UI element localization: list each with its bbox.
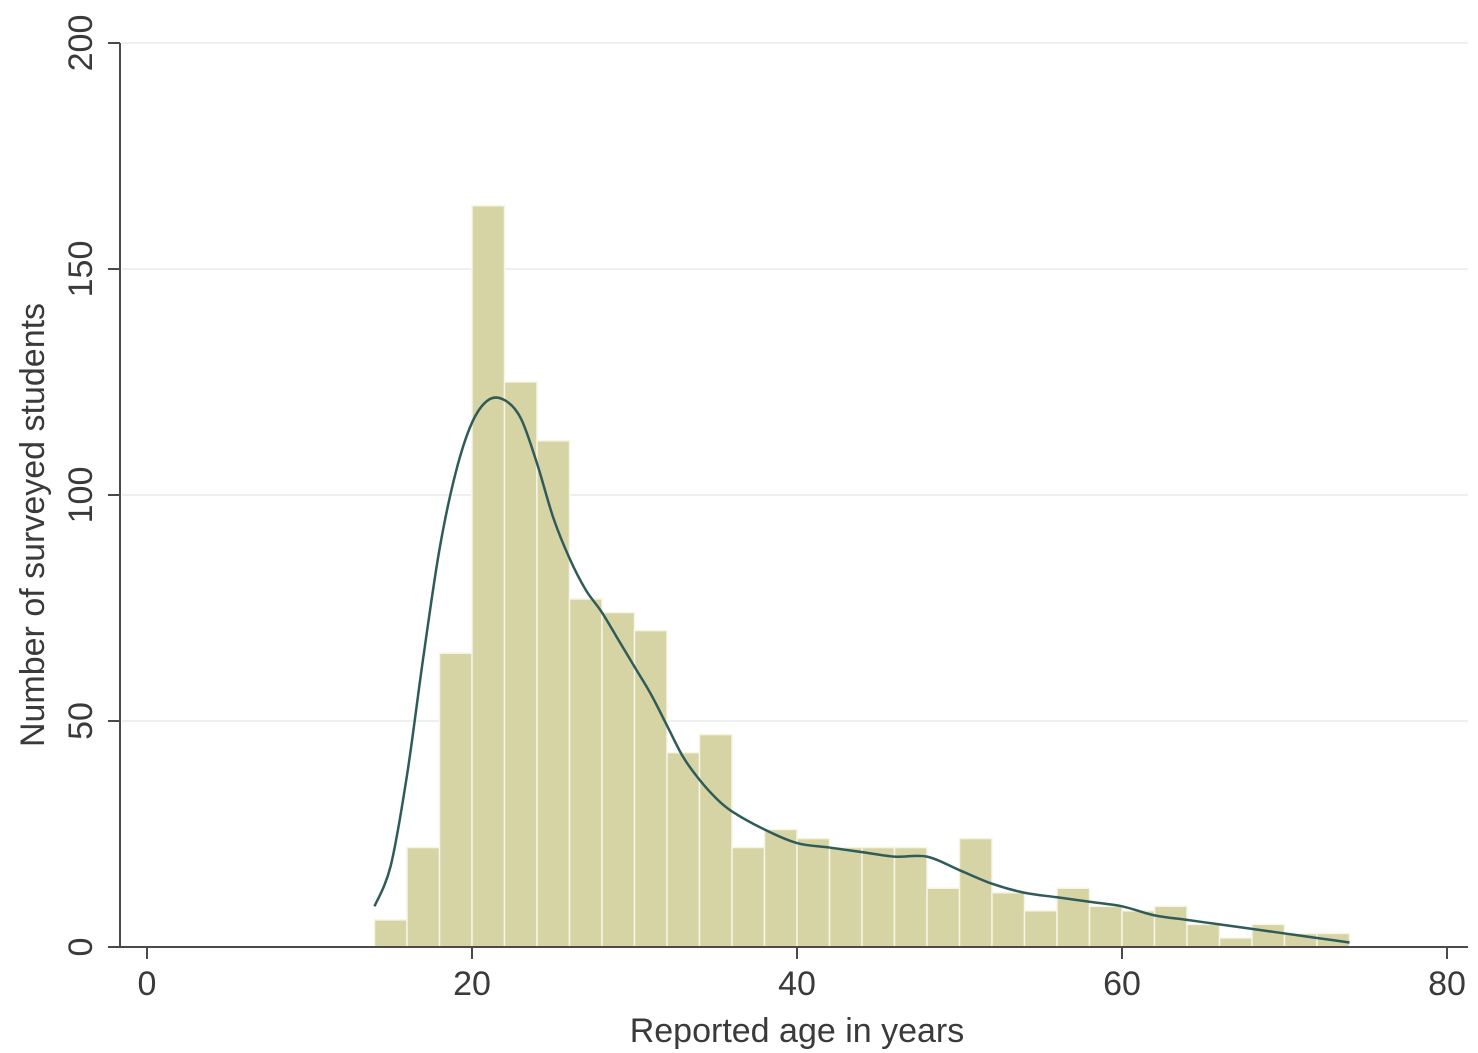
histogram-bar-42-44 (828, 846, 863, 948)
histogram-bar-44-46 (861, 846, 896, 948)
histogram-bar-38-40 (763, 828, 798, 948)
histogram-bar-34-36 (698, 733, 733, 948)
histogram-bar-16-18 (406, 846, 441, 948)
histogram-bar-54-56 (1023, 910, 1058, 948)
histogram-bar-60-62 (1121, 910, 1156, 948)
y-axis-ticks: 0 50 100 150 200 (62, 15, 120, 957)
histogram-bar-32-34 (666, 751, 701, 948)
x-tick-label-60: 60 (1103, 965, 1141, 1003)
histogram-bar-68-70 (1251, 923, 1286, 948)
y-tick-label-50: 50 (62, 702, 100, 740)
x-axis-title: Reported age in years (630, 1012, 965, 1050)
histogram-bar-66-68 (1218, 937, 1253, 948)
histogram-bar-28-30 (601, 611, 636, 948)
histogram-bar-48-50 (926, 887, 961, 948)
x-tick-label-40: 40 (778, 965, 816, 1003)
density-curve (373, 396, 1350, 944)
y-tick-label-0: 0 (62, 938, 100, 957)
histogram-bar-22-24 (503, 381, 538, 948)
histogram-bars (373, 204, 1351, 948)
histogram-bar-40-42 (796, 837, 831, 948)
histogram-bar-24-26 (536, 440, 571, 948)
histogram-bar-62-64 (1153, 905, 1188, 948)
x-tick-label-20: 20 (453, 965, 491, 1003)
histogram-bar-46-48 (893, 846, 928, 948)
histogram-bar-26-28 (568, 598, 603, 948)
y-tick-label-200: 200 (62, 15, 100, 72)
histogram-bar-58-60 (1088, 905, 1123, 948)
x-axis-ticks: 0 20 40 60 80 (138, 947, 1466, 1003)
histogram-bar-30-32 (633, 629, 668, 948)
histogram-bar-36-38 (731, 846, 766, 948)
histogram-bar-64-66 (1186, 923, 1221, 948)
y-tick-label-100: 100 (62, 467, 100, 524)
histogram-bar-52-54 (991, 892, 1026, 948)
density-curve-layer (373, 396, 1350, 944)
histogram-bar-50-52 (958, 837, 993, 948)
x-tick-label-80: 80 (1428, 965, 1466, 1003)
y-tick-label-150: 150 (62, 241, 100, 298)
histogram-bar-14-16 (373, 919, 408, 948)
x-tick-label-0: 0 (138, 965, 157, 1003)
y-axis-title: Number of surveyed students (14, 303, 52, 747)
histogram-bar-18-20 (438, 652, 473, 948)
histogram-bar-20-22 (471, 204, 506, 948)
gridlines (122, 42, 1468, 722)
